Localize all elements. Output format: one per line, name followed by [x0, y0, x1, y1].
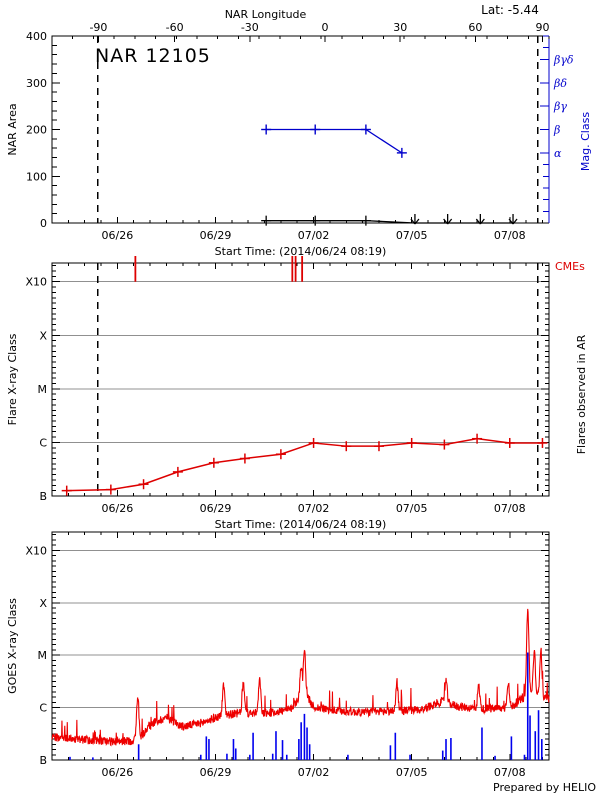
y-tick-label: 200: [26, 124, 47, 137]
nar-area-point: [360, 215, 371, 226]
top-tick-label: 30: [393, 21, 407, 34]
nar-area-upper-limit-marker: [508, 214, 518, 225]
y-tick-label: X: [39, 597, 47, 610]
nar-area-point: [261, 215, 272, 226]
cmes-label: CMEs: [555, 260, 585, 273]
top-tick-label: 0: [322, 21, 329, 34]
goes-flux-curve: [51, 608, 550, 747]
y-tick-label: C: [39, 436, 47, 449]
mag-class-label: βγδ: [553, 53, 574, 66]
mag-class-point: [360, 124, 371, 135]
flare-class-point: [275, 449, 286, 460]
y-axis-title: GOES X-ray Class: [6, 598, 19, 694]
x-tick-label: 07/02: [298, 502, 330, 515]
flare-class-point: [172, 466, 183, 477]
plot-frame: [51, 262, 550, 497]
y-tick-label: C: [39, 702, 47, 715]
y-tick-label: 100: [26, 170, 47, 183]
mag-class-label: β: [553, 124, 560, 137]
top-tick-label: 90: [535, 21, 549, 34]
y-axis-title: NAR Area: [6, 103, 19, 155]
mag-class-point: [310, 124, 321, 135]
flare-class-point: [439, 439, 450, 450]
credit-label: Prepared by HELIO: [493, 781, 596, 794]
x-tick-label: 07/08: [494, 229, 526, 242]
y-tick-label: X10: [25, 544, 47, 557]
flare-class-point: [373, 441, 384, 452]
x-tick-label: 06/29: [200, 766, 232, 779]
y-tick-label: M: [38, 649, 48, 662]
nar-area-upper-limit-marker: [410, 214, 420, 225]
right-axis-title: Mag. Class: [579, 112, 592, 171]
top-tick-label: 60: [468, 21, 482, 34]
x-tick-label: 07/05: [396, 766, 428, 779]
top-axis-title: NAR Longitude: [225, 8, 307, 21]
x-tick-label: 06/29: [200, 502, 232, 515]
top-tick-label: -90: [89, 21, 107, 34]
x-tick-label: 07/08: [494, 502, 526, 515]
x-tick-label: 07/05: [396, 502, 428, 515]
x-tick-label: 06/26: [102, 502, 134, 515]
x-axis-title: Start Time: (2014/06/24 08:19): [215, 245, 387, 258]
flare-class-line: [66, 437, 543, 492]
y-tick-label: X10: [25, 276, 47, 289]
y-tick-label: 300: [26, 77, 47, 90]
nar-area-point: [310, 215, 321, 226]
x-tick-label: 06/26: [102, 766, 134, 779]
goes-xray-panel: B C M X X10 06/26 06/29 07/02 07/05 07/08 GOES X-r…: [6, 531, 596, 794]
nar-title: NAR 12105: [95, 45, 211, 67]
mag-class-label: βγ: [553, 100, 567, 113]
y-tick-label: 400: [26, 30, 47, 43]
mag-class-line: [266, 128, 403, 154]
mag-class-point: [396, 147, 407, 158]
flare-class-point: [341, 441, 352, 452]
x-tick-label: 07/02: [298, 229, 330, 242]
y-axis-title: Flare X-ray Class: [6, 333, 19, 425]
right-axis-title: Flares observed in AR: [575, 334, 588, 454]
mag-class-label: α: [554, 147, 562, 160]
flare-xray-panel: B C M X X10 06/26 06/29 07/02 07/05 07/08 CMEs Flar…: [6, 256, 588, 531]
flare-class-point: [504, 437, 515, 448]
nar-area-upper-limit-marker: [443, 214, 453, 225]
mag-class-point: [261, 124, 272, 135]
y-tick-label: B: [39, 754, 47, 767]
flare-class-point: [61, 485, 72, 496]
x-axis-title: Start Time: (2014/06/24 08:19): [215, 518, 387, 531]
flare-class-point: [537, 437, 548, 448]
x-tick-label: 06/26: [102, 229, 134, 242]
flare-class-point: [208, 457, 219, 468]
flare-class-point: [239, 453, 250, 464]
x-tick-label: 07/08: [494, 766, 526, 779]
x-tick-label: 07/02: [298, 766, 330, 779]
y-tick-label: X: [39, 329, 47, 342]
y-tick-label: B: [39, 490, 47, 503]
x-tick-label: 07/05: [396, 229, 428, 242]
y-tick-label: 0: [40, 217, 47, 230]
top-tick-label: -60: [166, 21, 184, 34]
flare-class-point: [308, 437, 319, 448]
top-tick-label: -30: [241, 21, 259, 34]
flare-class-point: [406, 437, 417, 448]
y-tick-label: M: [38, 383, 48, 396]
mag-class-label: βδ: [553, 77, 567, 90]
x-tick-label: 06/29: [200, 229, 232, 242]
flare-class-point: [105, 484, 116, 495]
nar-area-upper-limit-marker: [475, 214, 485, 225]
flare-class-point: [472, 433, 483, 444]
lat-readout: Lat: -5.44: [481, 3, 539, 17]
flare-class-point: [138, 479, 149, 490]
